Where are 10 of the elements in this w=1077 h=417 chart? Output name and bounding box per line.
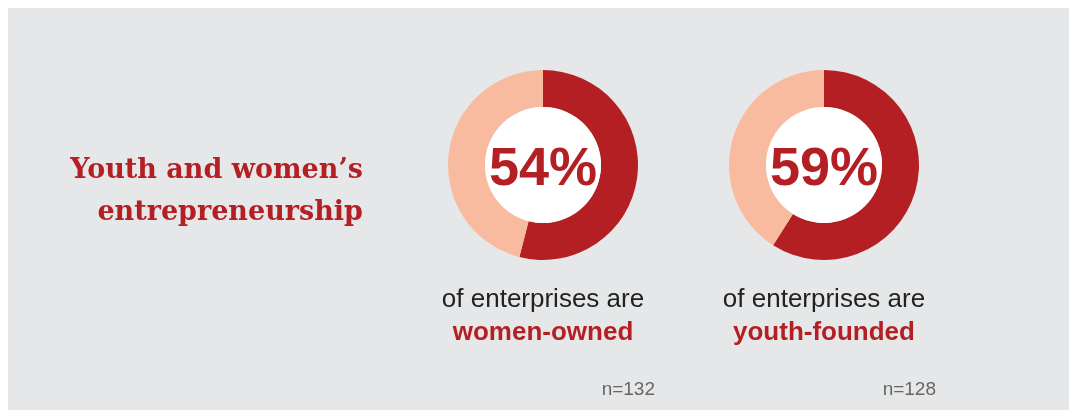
- data-label: 59%: [769, 136, 879, 196]
- text: women-owned: [451, 316, 634, 346]
- donut-slice: [773, 70, 919, 260]
- text: of enterprises are: [441, 283, 645, 313]
- data-label: 54%: [488, 136, 598, 196]
- text: n=132: [601, 378, 655, 399]
- text: Youth and women’s entrepreneurship: [69, 153, 363, 226]
- text: youth-founded: [733, 316, 915, 346]
- text: of enterprises are: [722, 283, 926, 313]
- text: n=128: [882, 378, 936, 399]
